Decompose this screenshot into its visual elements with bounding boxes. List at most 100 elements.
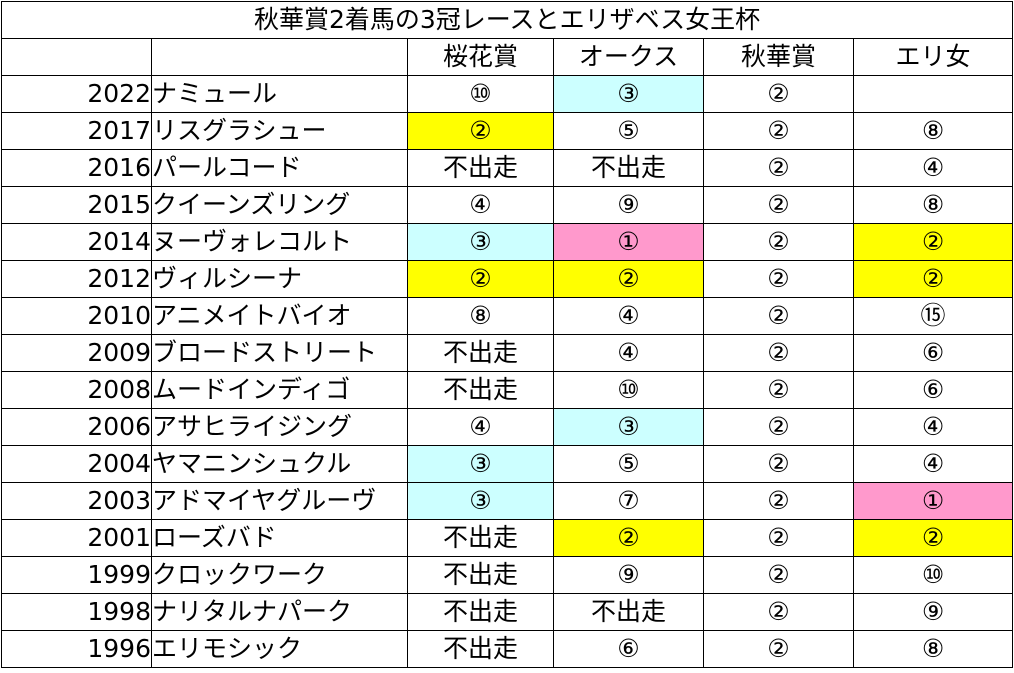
result-cell-oka-sho: 不出走	[407, 630, 554, 668]
horse-name-cell: ヤマニンシュクル	[151, 445, 408, 483]
result-cell-shuka-sho: ②	[703, 186, 854, 224]
result-cell-oaks: ④	[553, 334, 704, 372]
year-cell: 1998	[1, 593, 152, 631]
table-row: 2012 ヴィルシーナ ② ② ② ②	[1, 260, 1014, 298]
year-cell: 2015	[1, 186, 152, 224]
result-cell-oaks: 不出走	[553, 149, 704, 187]
result-cell-oaks: ①	[553, 223, 704, 261]
result-cell-oka-sho: 不出走	[407, 519, 554, 557]
result-cell-oka-sho: ②	[407, 112, 554, 150]
horse-name-cell: パールコード	[151, 149, 408, 187]
result-cell-oaks: ③	[553, 408, 704, 446]
horse-name-cell: エリモシック	[151, 630, 408, 668]
result-cell-oaks: ⑤	[553, 112, 704, 150]
table-row: 2016 パールコード 不出走 不出走 ② ④	[1, 149, 1014, 187]
result-cell-shuka-sho: ②	[703, 112, 854, 150]
result-cell-oaks: ⑥	[553, 630, 704, 668]
result-cell-eli-jo: ④	[852, 149, 1014, 187]
result-cell-shuka-sho: ②	[703, 297, 854, 335]
horse-name-cell: ナミュール	[151, 75, 408, 113]
result-cell-oaks: ⑨	[553, 186, 704, 224]
result-cell-eli-jo: ②	[852, 519, 1014, 557]
result-cell-oka-sho: 不出走	[407, 556, 554, 594]
result-cell-oka-sho: ③	[407, 482, 554, 520]
result-cell-eli-jo: ⑧	[852, 630, 1014, 668]
result-cell-shuka-sho: ②	[703, 149, 854, 187]
result-cell-oka-sho: ②	[407, 260, 554, 298]
title-row: 秋華賞2着馬の3冠レースとエリザベス女王杯	[0, 1, 1014, 39]
table-row: 2022 ナミュール ⑩ ③ ②	[1, 75, 1014, 113]
result-cell-eli-jo: ④	[852, 445, 1014, 483]
year-cell: 2003	[1, 482, 152, 520]
result-cell-shuka-sho: ②	[703, 371, 854, 409]
result-cell-eli-jo: ⑥	[852, 371, 1014, 409]
horse-name-cell: ローズバド	[151, 519, 408, 557]
year-cell: 2012	[1, 260, 152, 298]
year-cell: 1996	[1, 630, 152, 668]
result-cell-shuka-sho: ②	[703, 593, 854, 631]
header-cell-name	[151, 38, 408, 76]
header-cell-shuka-sho: 秋華賞	[703, 38, 854, 76]
result-cell-oka-sho: ⑧	[407, 297, 554, 335]
result-cell-shuka-sho: ②	[703, 482, 854, 520]
year-cell: 2004	[1, 445, 152, 483]
result-cell-shuka-sho: ②	[703, 334, 854, 372]
result-cell-eli-jo: ⑩	[852, 556, 1014, 594]
table-row: 2004 ヤマニンシュクル ③ ⑤ ② ④	[1, 445, 1014, 483]
table-row: 2008 ムードインディゴ 不出走 ⑩ ② ⑥	[1, 371, 1014, 409]
result-cell-eli-jo: ⑮	[852, 297, 1014, 335]
table-row: 2001 ローズバド 不出走 ② ② ②	[1, 519, 1014, 557]
horse-name-cell: アドマイヤグルーヴ	[151, 482, 408, 520]
table-row: 1999 クロックワーク 不出走 ⑨ ② ⑩	[1, 556, 1014, 594]
year-cell: 2008	[1, 371, 152, 409]
result-cell-oaks: ⑩	[553, 371, 704, 409]
header-cell-oka-sho: 桜花賞	[407, 38, 554, 76]
result-cell-shuka-sho: ②	[703, 445, 854, 483]
result-cell-shuka-sho: ②	[703, 630, 854, 668]
table-row: 2017 リスグラシュー ② ⑤ ② ⑧	[1, 112, 1014, 150]
result-cell-oka-sho: ③	[407, 445, 554, 483]
year-cell: 2006	[1, 408, 152, 446]
year-cell: 2014	[1, 223, 152, 261]
horse-name-cell: ブロードストリート	[151, 334, 408, 372]
table-row: 2015 クイーンズリング ④ ⑨ ② ⑧	[1, 186, 1014, 224]
table-row: 2003 アドマイヤグルーヴ ③ ⑦ ② ①	[1, 482, 1014, 520]
year-cell: 2001	[1, 519, 152, 557]
result-cell-oaks: 不出走	[553, 593, 704, 631]
horse-name-cell: クロックワーク	[151, 556, 408, 594]
result-cell-eli-jo	[852, 75, 1014, 113]
result-cell-eli-jo: ②	[852, 260, 1014, 298]
result-cell-oka-sho: ⑩	[407, 75, 554, 113]
result-cell-oka-sho: ④	[407, 186, 554, 224]
result-cell-oaks: ②	[553, 519, 704, 557]
horse-name-cell: リスグラシュー	[151, 112, 408, 150]
year-cell: 2009	[1, 334, 152, 372]
result-cell-shuka-sho: ②	[703, 408, 854, 446]
horse-name-cell: ナリタルナパーク	[151, 593, 408, 631]
result-cell-shuka-sho: ②	[703, 519, 854, 557]
table-row: 2006 アサヒライジング ④ ③ ② ④	[1, 408, 1014, 446]
year-cell: 2016	[1, 149, 152, 187]
result-cell-oaks: ④	[553, 297, 704, 335]
horse-name-cell: ヴィルシーナ	[151, 260, 408, 298]
result-cell-shuka-sho: ②	[703, 556, 854, 594]
horse-name-cell: アニメイトバイオ	[151, 297, 408, 335]
result-cell-eli-jo: ⑨	[852, 593, 1014, 631]
header-row: 桜花賞 オークス 秋華賞 エリ女	[1, 38, 1014, 76]
result-cell-eli-jo: ⑥	[852, 334, 1014, 372]
table-row: 1998 ナリタルナパーク 不出走 不出走 ② ⑨	[1, 593, 1014, 631]
result-cell-oka-sho: ④	[407, 408, 554, 446]
year-cell: 2010	[1, 297, 152, 335]
result-cell-oaks: ③	[553, 75, 704, 113]
result-cell-oaks: ⑨	[553, 556, 704, 594]
result-cell-shuka-sho: ②	[703, 260, 854, 298]
table-row: 1996 エリモシック 不出走 ⑥ ② ⑧	[1, 630, 1014, 668]
result-cell-eli-jo: ①	[852, 482, 1014, 520]
result-cell-shuka-sho: ②	[703, 75, 854, 113]
result-cell-oaks: ⑤	[553, 445, 704, 483]
year-cell: 2022	[1, 75, 152, 113]
result-cell-oka-sho: 不出走	[407, 371, 554, 409]
result-cell-eli-jo: ⑧	[852, 112, 1014, 150]
result-cell-eli-jo: ④	[852, 408, 1014, 446]
